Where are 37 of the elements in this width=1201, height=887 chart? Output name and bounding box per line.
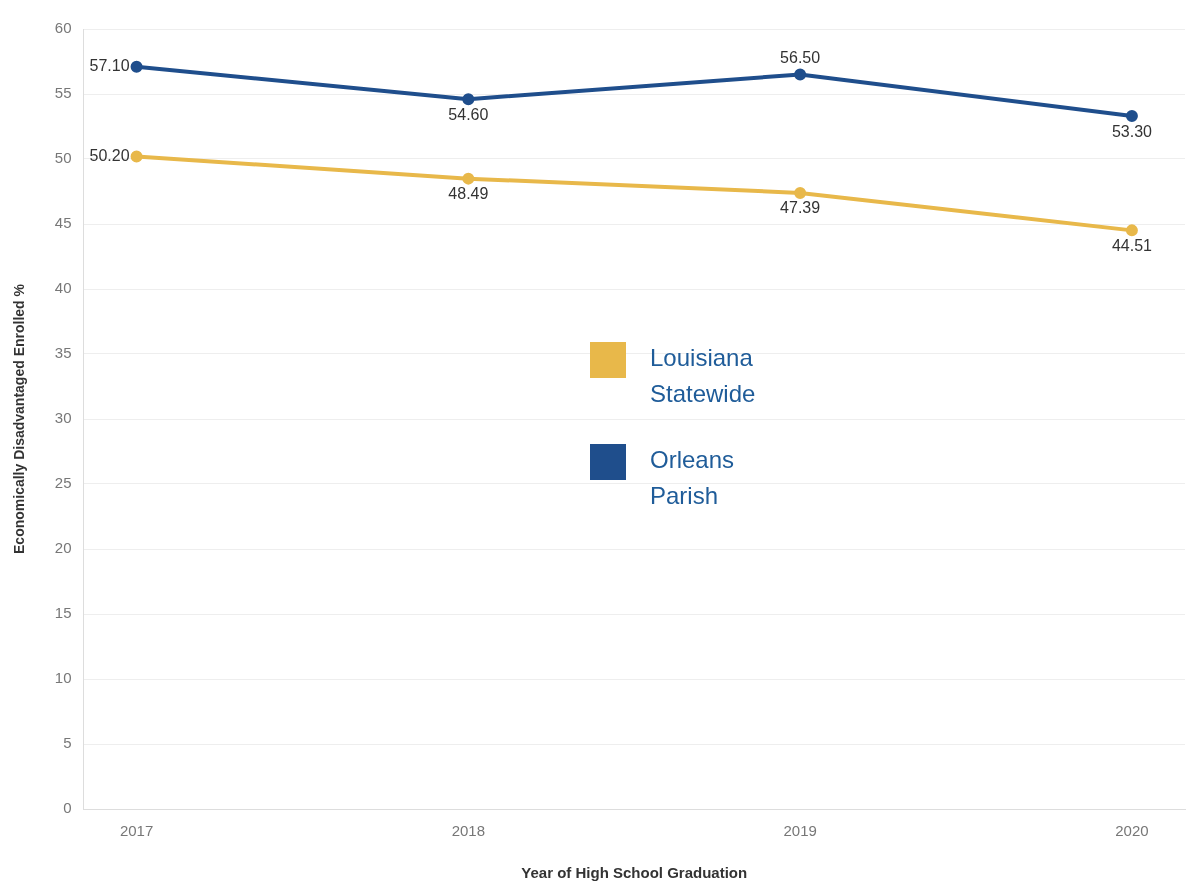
x-tick-label: 2017 bbox=[119, 822, 154, 840]
data-label: 53.30 bbox=[1111, 122, 1153, 140]
data-label: 47.39 bbox=[780, 199, 821, 217]
y-tick-label: 20 bbox=[54, 539, 72, 557]
legend-label: Orleans Parish bbox=[650, 445, 736, 511]
y-tick-label: 35 bbox=[54, 344, 72, 362]
y-tick-label: 25 bbox=[54, 474, 72, 492]
y-tick-label: 40 bbox=[54, 279, 72, 297]
y-tick-label: 50 bbox=[54, 149, 72, 167]
y-tick-label: 45 bbox=[54, 214, 72, 232]
y-tick-label: 0 bbox=[63, 799, 72, 817]
point bbox=[130, 60, 143, 73]
y-axis-title: Economically Disadvantaged Enrolled % bbox=[11, 283, 28, 554]
x-tick-label: 2020 bbox=[1115, 822, 1149, 840]
legend-label: Louisiana Statewide bbox=[650, 343, 757, 409]
data-label: 54.60 bbox=[448, 105, 489, 123]
x-axis-title: Year of High School Graduation bbox=[521, 864, 748, 882]
y-tick-label: 60 bbox=[54, 19, 72, 37]
y-tick-label: 15 bbox=[54, 604, 72, 622]
point bbox=[794, 68, 807, 81]
point bbox=[130, 150, 143, 163]
point bbox=[1125, 110, 1138, 123]
data-label: 44.51 bbox=[1111, 236, 1153, 254]
data-label: 50.20 bbox=[89, 146, 130, 164]
y-tick-label: 55 bbox=[54, 84, 72, 102]
y-tick-label: 10 bbox=[54, 669, 72, 687]
data-label: 56.50 bbox=[780, 48, 821, 66]
point bbox=[1125, 224, 1138, 237]
point bbox=[794, 186, 807, 199]
y-tick-label: 30 bbox=[54, 409, 72, 427]
data-label: 48.49 bbox=[448, 185, 489, 203]
x-tick-label: 2018 bbox=[451, 822, 486, 840]
data-label: 57.10 bbox=[89, 57, 130, 75]
y-tick-label: 5 bbox=[63, 734, 72, 752]
point bbox=[462, 172, 475, 185]
point bbox=[462, 93, 475, 106]
x-tick-label: 2019 bbox=[783, 822, 817, 840]
